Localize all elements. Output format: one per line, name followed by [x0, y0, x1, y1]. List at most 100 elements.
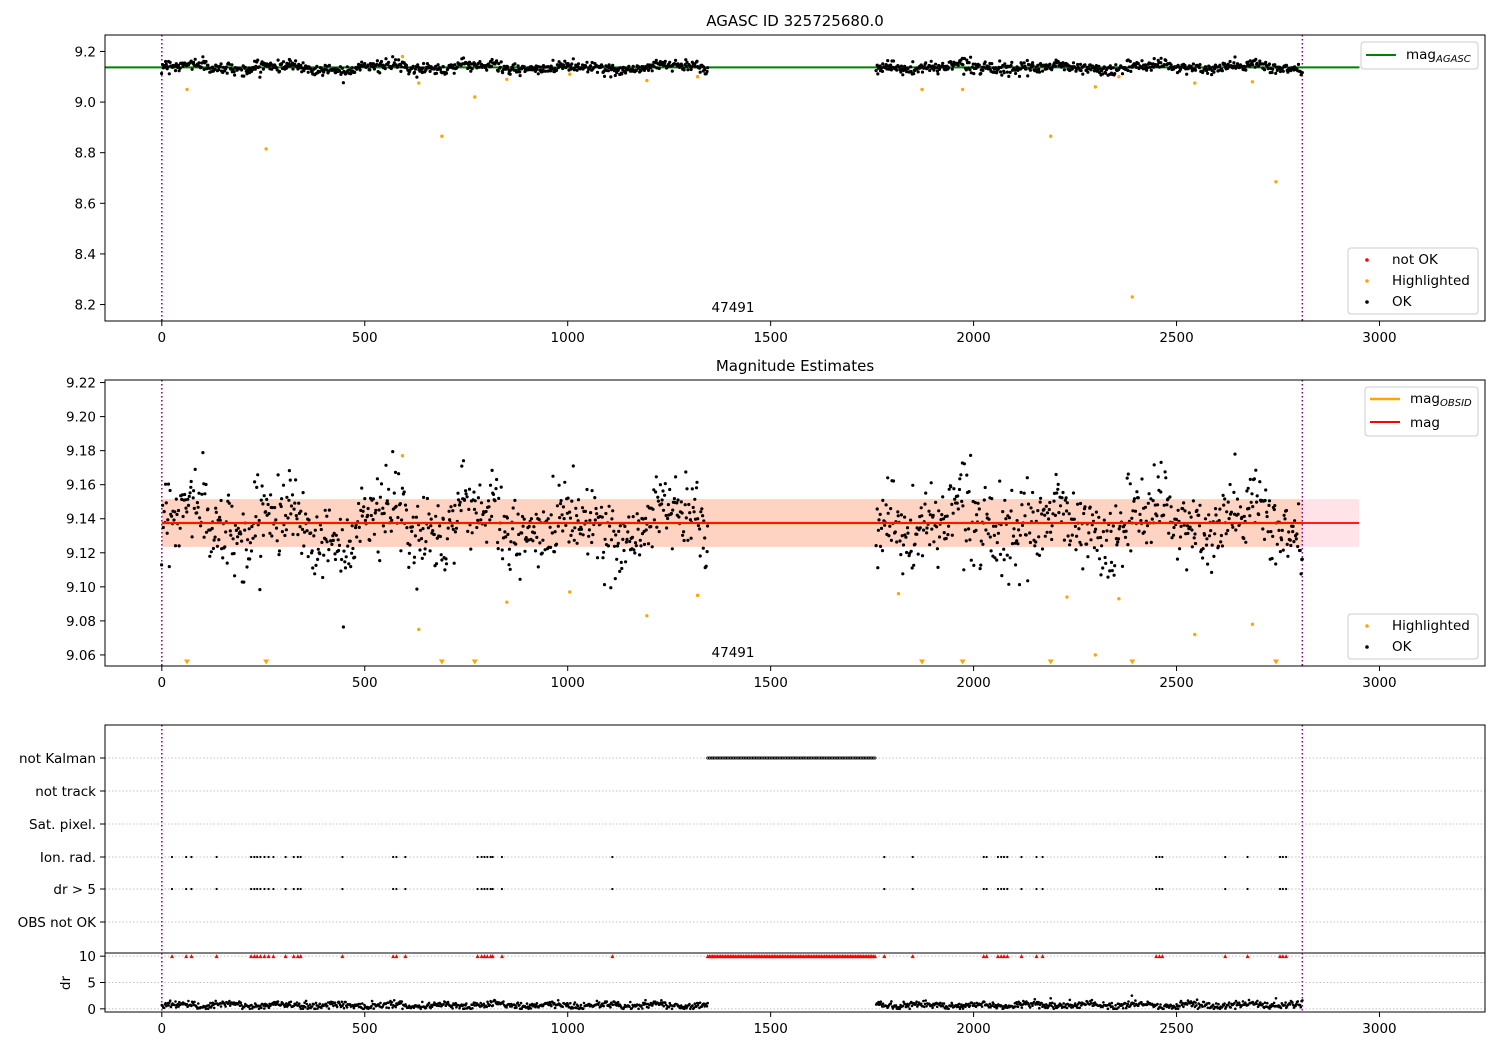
ok-point [249, 549, 254, 553]
flag-not-kalman-mark [790, 756, 794, 760]
ok-point [316, 557, 320, 562]
flag-not-kalman-mark [819, 756, 823, 760]
flag-not-kalman-mark [863, 756, 867, 760]
dr-point [276, 1000, 280, 1003]
ok-point [1183, 509, 1187, 513]
legend-label-ok-2: OK [1392, 639, 1413, 655]
ok-point [1149, 68, 1153, 72]
ok-point [383, 67, 387, 71]
ok-point [1289, 69, 1293, 73]
dr-point [168, 1001, 171, 1004]
ok-point [1240, 515, 1244, 519]
highlighted-point [1117, 597, 1121, 601]
ok-point [391, 55, 395, 59]
ok-point [947, 487, 951, 491]
ok-point [240, 539, 244, 543]
dr-outlier-point [1130, 994, 1134, 997]
dr-point [581, 1007, 585, 1010]
flag-ion-rad-mark [215, 855, 218, 859]
ok-point [1051, 512, 1055, 516]
ok-point [432, 532, 436, 537]
highlighted-point [1193, 81, 1197, 85]
highlighted-point [645, 78, 649, 83]
ok-point [496, 547, 500, 551]
dr-clipped-marker [1223, 954, 1228, 959]
ok-point [1092, 546, 1096, 550]
dr-point [387, 1006, 391, 1010]
ok-point [1281, 548, 1285, 552]
ok-point [1072, 517, 1076, 521]
ok-point [302, 544, 306, 548]
dr-point [1044, 1006, 1047, 1010]
dr-point [628, 1005, 631, 1008]
dr-point [304, 1005, 307, 1009]
ok-point [522, 65, 526, 69]
ok-point [436, 63, 440, 67]
dr-point [573, 1001, 577, 1004]
dr-clipped-marker [252, 954, 257, 959]
dr-point [185, 1002, 189, 1006]
ok-point [951, 511, 955, 515]
ok-point [896, 510, 900, 514]
ok-point [1015, 539, 1019, 543]
category-label: Sat. pixel. [29, 817, 96, 833]
dr-point [879, 1000, 883, 1003]
flag-not-kalman-mark [857, 756, 861, 760]
flag-ion-rad-mark [480, 855, 483, 859]
ok-point [1179, 524, 1183, 529]
legend-label-mag: mag [1410, 415, 1440, 431]
ok-point [548, 525, 552, 529]
ok-point [962, 56, 967, 61]
dr-clipped-marker [295, 954, 300, 959]
ok-point [360, 60, 364, 64]
ok-point [1228, 482, 1232, 487]
ok-point [382, 511, 386, 515]
ok-point [1061, 490, 1065, 495]
dr-point [177, 1005, 180, 1008]
flag-ion-rad-mark [1002, 855, 1006, 859]
ok-point [490, 468, 494, 472]
ok-point [1270, 70, 1274, 75]
ok-point [1110, 569, 1114, 573]
ok-point [313, 572, 317, 576]
ok-point [1232, 490, 1236, 494]
ok-point [602, 583, 607, 587]
flag-not-kalman-mark [787, 756, 791, 760]
ok-point [881, 62, 885, 66]
ok-point [455, 65, 459, 69]
ok-point [497, 62, 501, 66]
dr-point [908, 1007, 911, 1011]
ok-point [1212, 70, 1216, 74]
ok-point [254, 515, 258, 519]
ok-point [393, 58, 398, 62]
ok-point [1178, 547, 1182, 551]
ok-point [950, 533, 954, 537]
ok-point [261, 533, 265, 538]
ok-point [277, 69, 282, 73]
ok-point [454, 526, 459, 530]
ok-point [1031, 64, 1035, 68]
ok-point [932, 540, 936, 544]
ok-point [467, 507, 471, 511]
ok-point [255, 485, 259, 489]
dr-point [575, 1006, 578, 1010]
ok-point [472, 490, 476, 494]
ok-point [1155, 514, 1159, 518]
ok-point [354, 526, 358, 530]
legend-marker-ok-2 [1365, 645, 1369, 649]
ok-point [607, 63, 611, 67]
ok-point [257, 65, 261, 69]
ok-point [1286, 70, 1290, 74]
ok-point [895, 540, 899, 544]
dr-point [1251, 1000, 1255, 1004]
ok-point [893, 530, 897, 534]
x-tick-label: 3000 [1362, 1021, 1396, 1037]
ok-point [1281, 69, 1285, 73]
ok-point [434, 71, 439, 75]
ok-point [412, 70, 417, 74]
dr-point [928, 1002, 931, 1006]
highlighted-point [1093, 653, 1098, 657]
ok-point [1065, 509, 1069, 513]
ok-point [1020, 523, 1025, 528]
ok-point [602, 550, 606, 554]
